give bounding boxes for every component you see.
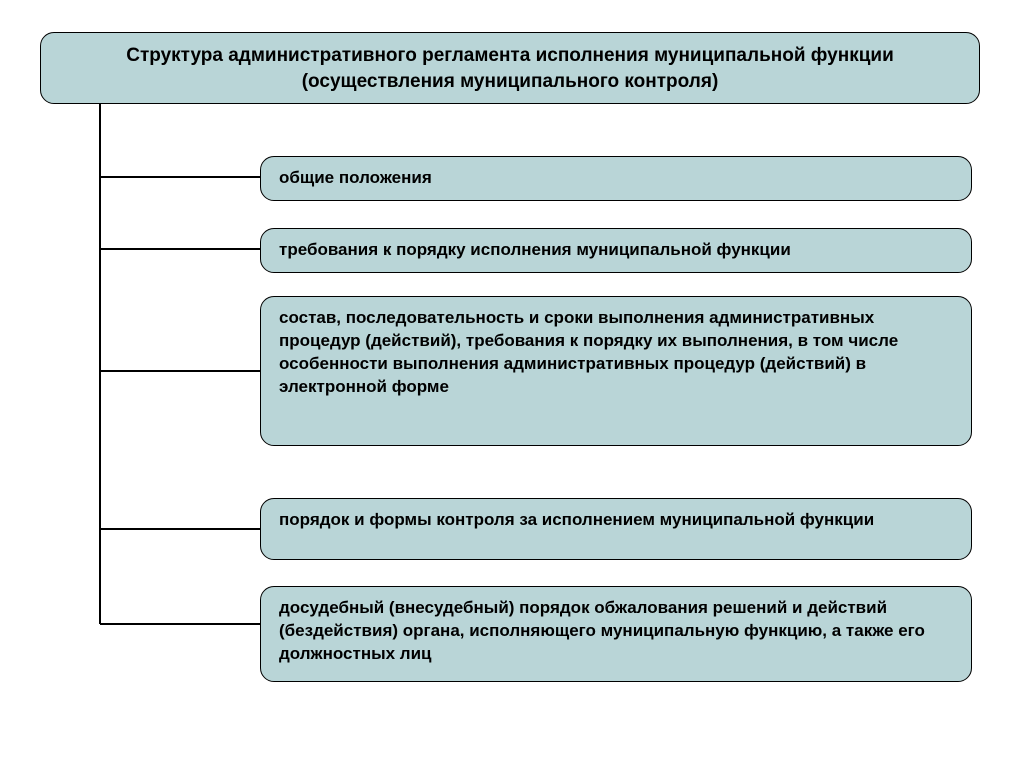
child-box: досудебный (внесудебный) порядок обжалов… bbox=[260, 586, 972, 682]
header-box: Структура административного регламента и… bbox=[40, 32, 980, 104]
child-box: общие положения bbox=[260, 156, 972, 201]
child-box: требования к порядку исполнения муниципа… bbox=[260, 228, 972, 273]
child-box: порядок и формы контроля за исполнением … bbox=[260, 498, 972, 560]
child-box: состав, последовательность и сроки выпол… bbox=[260, 296, 972, 446]
